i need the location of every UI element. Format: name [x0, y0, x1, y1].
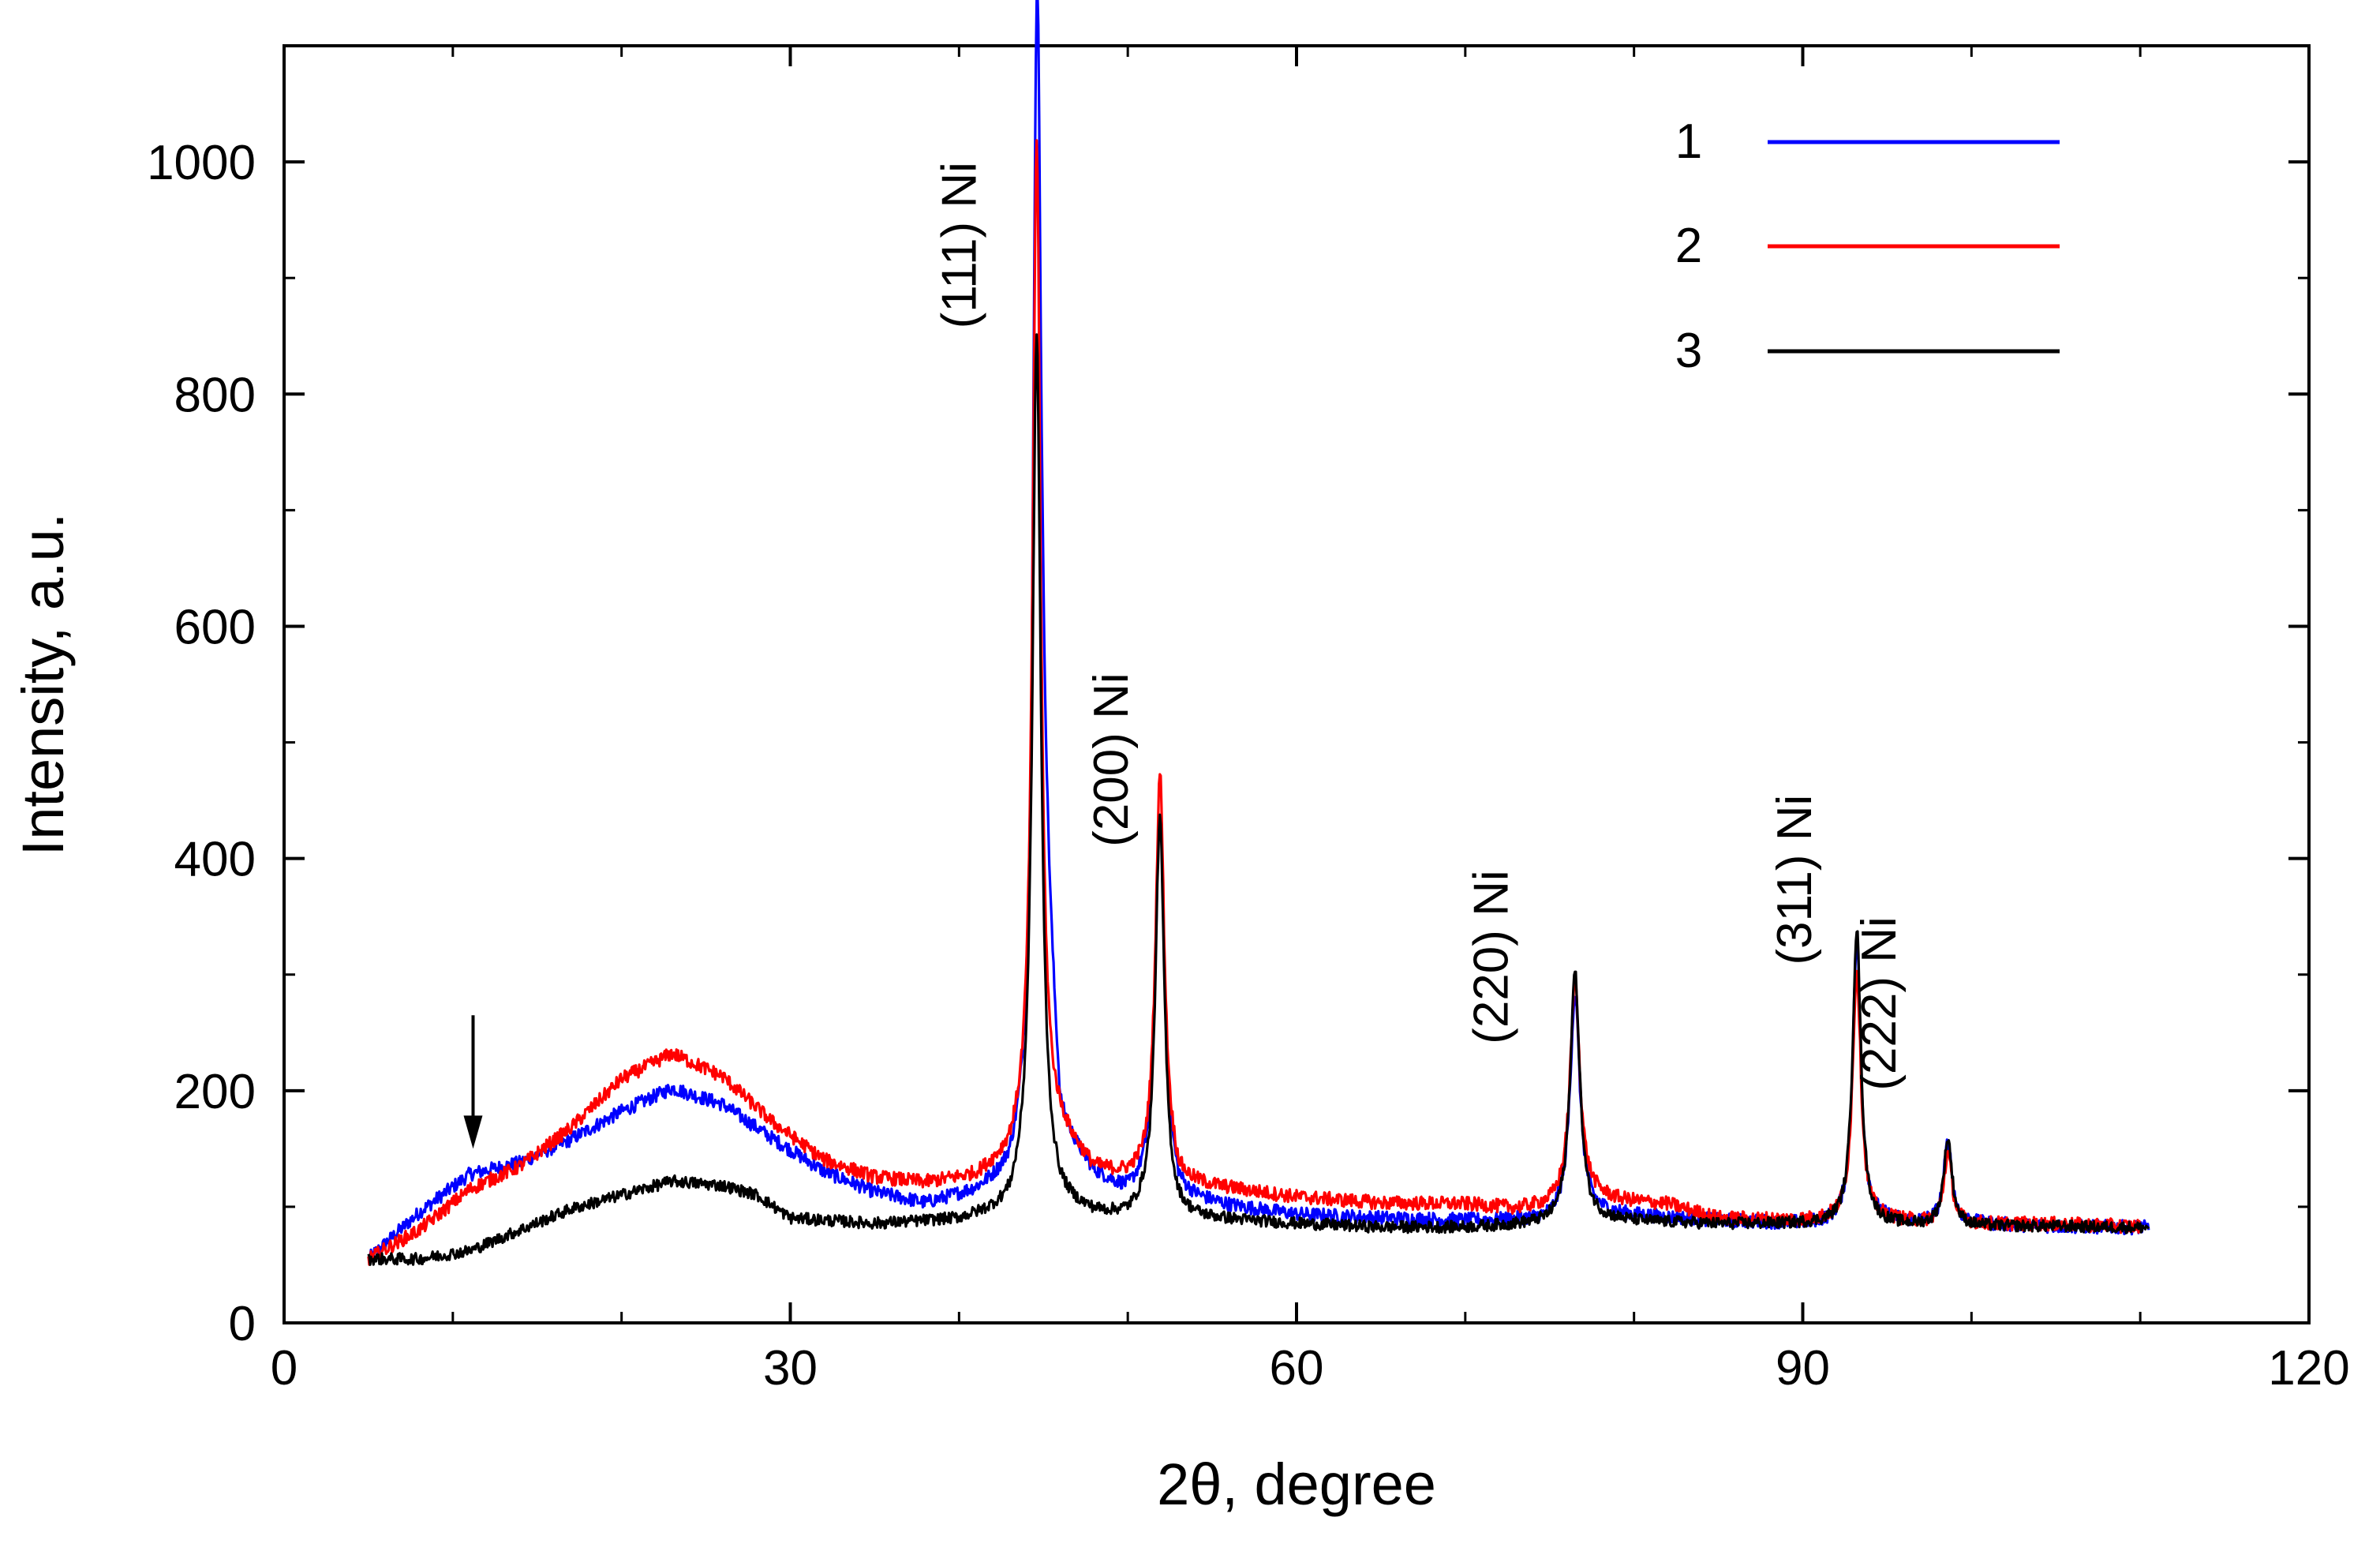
series-line-2: [367, 139, 2142, 1266]
arrow-head: [463, 1115, 483, 1149]
x-axis-title: 2θ, degree: [1157, 1452, 1436, 1517]
series-line-3: [367, 333, 2150, 1266]
y-tick-label: 400: [174, 833, 256, 887]
legend-label-3: 3: [1675, 324, 1702, 378]
axes-layer: 0 30 60 90 120 0 200 400 600 800 1000: [147, 46, 2350, 1396]
peak-annotation: (111) Ni: [933, 162, 987, 328]
y-tick-label: 800: [174, 368, 256, 422]
legend-label-1: 1: [1675, 114, 1702, 169]
series-layer: [367, 0, 2150, 1266]
x-tick-label: 120: [2268, 1341, 2349, 1396]
legend: 1 2 3: [1675, 114, 2060, 378]
peak-annotation: (222) Ni: [1852, 916, 1907, 1091]
x-tick-label: 0: [271, 1341, 298, 1396]
x-tick-label: 90: [1776, 1341, 1830, 1396]
x-tick-label: 60: [1270, 1341, 1324, 1396]
peak-annotation: (220) Ni: [1464, 870, 1518, 1044]
legend-label-2: 2: [1675, 219, 1702, 273]
peak-annotation: (200) Ni: [1084, 672, 1139, 847]
annotation-layer: (111) Ni (200) Ni (220) Ni (311) Ni (222) Ni: [463, 162, 1907, 1149]
x-tick-label: 30: [763, 1341, 818, 1396]
peak-annotation: (311) Ni: [1768, 795, 1822, 965]
y-tick-label: 600: [174, 600, 256, 654]
y-tick-label: 0: [229, 1297, 256, 1351]
y-tick-label: 1000: [147, 136, 256, 190]
y-axis-title: Intensity, a.u.: [10, 513, 76, 856]
y-tick-label: 200: [174, 1065, 256, 1119]
